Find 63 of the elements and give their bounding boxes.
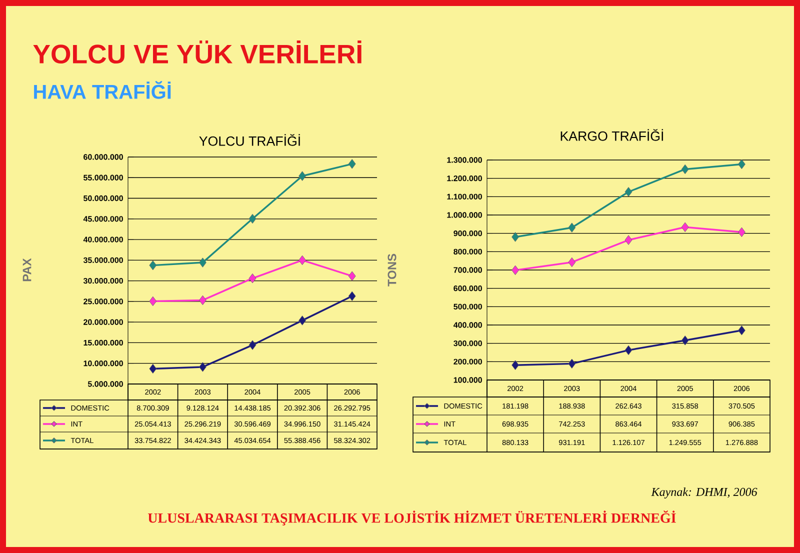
y-tick-label: 1.300.000 (447, 157, 482, 163)
point (681, 336, 689, 346)
y-tick-label: 800.000 (454, 248, 482, 254)
point (149, 296, 157, 306)
text: Kaynak: DHMI, 2006 (651, 488, 758, 498)
text: HAVA TRAFİĞİ (34, 81, 171, 99)
point (149, 260, 157, 270)
y-tick-label: 5.000.000 (88, 381, 123, 387)
y-tick-label: 500.000 (454, 304, 482, 310)
point (298, 171, 306, 181)
point (348, 159, 356, 169)
point (199, 362, 206, 372)
y-axis-title: PAX (22, 258, 32, 282)
point (199, 295, 206, 306)
point (738, 326, 746, 336)
y-tick-label: 30.000.000 (83, 278, 123, 284)
y-tick-label: 40.000.000 (83, 236, 123, 242)
point (568, 257, 576, 268)
y-tick-label: 300.000 (454, 340, 482, 346)
point (568, 222, 576, 232)
chart-title: KARGO TRAFİĞİ (560, 129, 663, 141)
point (248, 340, 256, 350)
y-tick-label: 400.000 (454, 322, 482, 328)
y-tick-label: 1.100.000 (447, 194, 482, 200)
point (568, 358, 576, 369)
y-tick-label: 10.000.000 (84, 360, 123, 366)
y-tick-label: 700.000 (454, 267, 482, 273)
text: YOLCU VE YÜK VERİLERİ (33, 40, 362, 64)
y-tick-label: 60.000.000 (84, 154, 123, 160)
y-tick-label: 35.000.000 (83, 257, 123, 264)
point (512, 232, 520, 242)
y-tick-label: 600.000 (454, 285, 482, 292)
text: ULUSLARARASI TAŞIMACILIK VE LOJİSTİK HİZMET ÜRETENLERİ DERNEĞİ (148, 510, 676, 526)
point (624, 187, 632, 197)
point (681, 222, 689, 232)
point (512, 265, 520, 276)
point (512, 360, 520, 370)
point (248, 214, 256, 224)
point (298, 255, 306, 266)
y-tick-label: 45.000.000 (83, 216, 123, 222)
point (681, 164, 689, 174)
y-tick-label: 200.000 (454, 358, 482, 364)
y-tick-label: 15.000.000 (84, 340, 123, 346)
point (738, 159, 746, 170)
y-tick-label: 50.000.000 (84, 195, 123, 202)
point (348, 271, 356, 281)
point (149, 364, 157, 374)
point (248, 273, 256, 284)
y-tick-label: 1.200.000 (447, 175, 482, 182)
y-tick-label: 20.000.000 (84, 319, 123, 325)
y-axis-title: TONS (388, 254, 396, 286)
point (348, 291, 356, 301)
y-tick-label: 55.000.000 (84, 174, 123, 180)
y-tick-label: 25.000.000 (84, 298, 123, 304)
point (199, 258, 206, 268)
point (624, 345, 632, 356)
point (298, 316, 306, 326)
point (738, 227, 746, 238)
y-tick-label: 1.000.000 (447, 212, 482, 218)
chart-title: YOLCU TRAFİĞİ (199, 134, 300, 146)
y-tick-label: 100.000 (454, 377, 482, 383)
point (624, 235, 632, 245)
y-tick-label: 900.000 (454, 230, 482, 236)
